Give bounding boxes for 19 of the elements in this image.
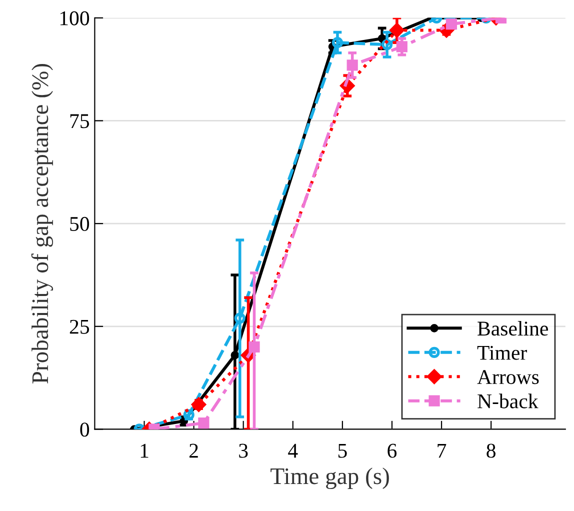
x-tick-label: 3	[239, 444, 248, 458]
x-tick-label: 4	[288, 444, 298, 458]
x-tick-label: 6	[388, 444, 397, 458]
y-tick-label: 0	[80, 422, 90, 437]
x-tick-label: 1	[140, 444, 148, 458]
legend-label: Baseline	[478, 320, 548, 336]
x-tick-label: 5	[338, 444, 347, 458]
x-tick-label: 8	[486, 444, 496, 458]
x-tick-label: 7	[438, 444, 446, 458]
y-tick-label: 100	[60, 11, 90, 26]
legend-label: Arrows	[477, 370, 539, 384]
x-tick-label: 2	[190, 444, 198, 458]
y-axis-title: Probability of gap acceptance (%)	[31, 64, 54, 384]
legend-label: N-back	[478, 394, 538, 408]
x-axis-title: Time gap (s)	[270, 468, 389, 490]
y-tick-label: 50	[70, 216, 90, 231]
legend-label: Timer	[477, 346, 527, 360]
y-tick-label: 25	[70, 320, 90, 334]
y-tick-label: 75	[70, 114, 90, 128]
